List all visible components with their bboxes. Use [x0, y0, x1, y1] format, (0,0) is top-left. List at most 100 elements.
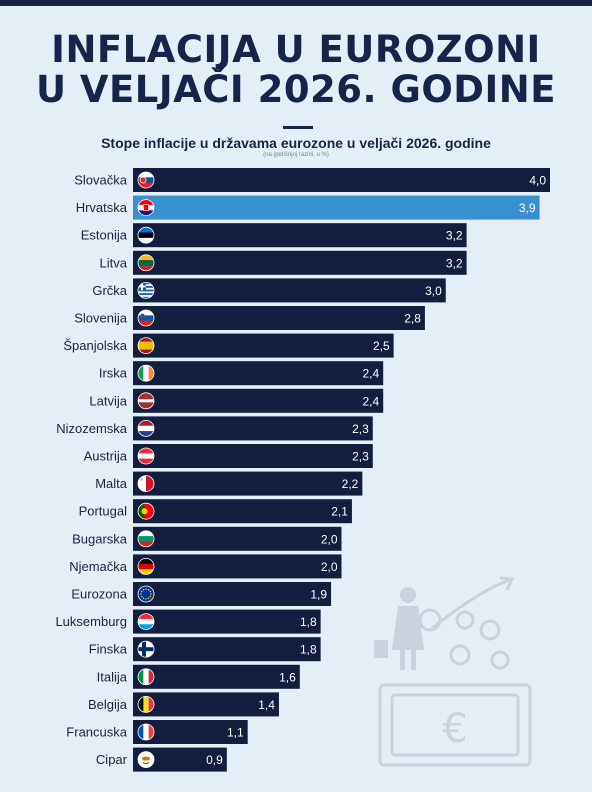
value-label: 2,2 — [342, 477, 359, 491]
bar — [133, 499, 352, 524]
category-label: Nizozemska — [56, 421, 128, 436]
bar-row: Španjolska 2,5 — [63, 333, 394, 358]
value-label: 2,5 — [373, 339, 390, 353]
bar — [133, 306, 425, 330]
luxembourg-flag-icon — [138, 613, 154, 630]
category-label: Njemačka — [69, 559, 128, 574]
category-label: Francuska — [66, 725, 127, 740]
category-label: Slovenija — [74, 311, 128, 326]
bar — [133, 582, 332, 606]
bar-row: Portugal 2,1 — [79, 499, 352, 524]
value-label: 3,0 — [425, 284, 442, 298]
value-label: 2,1 — [331, 505, 348, 519]
bar-row: Belgija 1,4 — [88, 692, 279, 717]
category-label: Portugal — [79, 504, 128, 519]
category-label: Bugarska — [72, 531, 128, 546]
bar-row: Hrvatska 3,9 — [76, 195, 540, 220]
bar-row: Grčka 3,0 — [92, 278, 446, 303]
category-label: Cipar — [96, 752, 128, 767]
bar-row: Eurozona 1,9 — [71, 582, 332, 606]
value-label: 4,0 — [529, 174, 546, 188]
bar — [133, 388, 384, 413]
belgium-flag-icon — [138, 696, 154, 713]
bar — [133, 278, 446, 303]
latvia-flag-icon — [138, 392, 154, 409]
france-flag-icon — [138, 724, 154, 740]
lithuania-flag-icon — [138, 254, 154, 271]
bar — [133, 416, 373, 441]
category-label: Italija — [97, 669, 128, 684]
category-label: Grčka — [92, 283, 127, 298]
value-label: 1,6 — [279, 670, 296, 684]
category-label: Španjolska — [63, 338, 127, 353]
value-label: 1,8 — [300, 643, 317, 657]
bar — [133, 195, 540, 220]
slovakia-flag-icon — [138, 172, 154, 188]
category-label: Luksemburg — [55, 614, 127, 629]
value-label: 1,1 — [227, 726, 244, 740]
value-label: 1,8 — [300, 615, 317, 629]
category-label: Estonija — [81, 228, 128, 243]
bar-row: Nizozemska 2,3 — [56, 416, 373, 441]
bar-row: Malta 2,2 — [95, 471, 363, 496]
value-label: 3,9 — [519, 201, 536, 215]
bar — [133, 168, 550, 192]
value-label: 2,8 — [404, 312, 421, 326]
chart-title: Stope inflacije u državama eurozone u ve… — [101, 135, 491, 151]
bar-row: Bugarska 2,0 — [72, 526, 342, 551]
title-line-2: U VELJAČI 2026. GODINE — [35, 68, 557, 111]
page-title: INFLACIJA U EUROZONI U VELJAČI 2026. GOD… — [0, 30, 592, 110]
spain-flag-icon — [138, 337, 154, 354]
bar-row: Luksemburg 1,8 — [55, 609, 321, 634]
bar — [133, 664, 300, 689]
bar-row: Slovenija 2,8 — [74, 306, 425, 330]
category-label: Finska — [89, 642, 128, 657]
croatia-flag-icon — [138, 199, 154, 216]
bar — [133, 554, 342, 579]
bar-row: Finska 1,8 — [89, 637, 321, 662]
bar — [133, 526, 342, 551]
netherlands-flag-icon — [138, 420, 154, 437]
greece-flag-icon — [138, 282, 154, 299]
value-label: 3,2 — [446, 229, 463, 243]
bar-row: Cipar 0,9 — [96, 747, 227, 772]
ireland-flag-icon — [138, 365, 154, 382]
value-label: 2,0 — [321, 532, 338, 546]
bar-row: Latvija 2,4 — [89, 388, 384, 413]
category-label: Eurozona — [71, 587, 127, 602]
category-label: Latvija — [89, 393, 127, 408]
bar — [133, 609, 321, 634]
bar-row: Italija 1,6 — [97, 664, 300, 689]
bar — [133, 361, 384, 386]
bar — [133, 692, 279, 717]
value-label: 2,3 — [352, 450, 369, 464]
value-label: 2,3 — [352, 422, 369, 436]
bar-row: Njemačka 2,0 — [69, 554, 342, 579]
value-label: 3,2 — [446, 256, 463, 270]
austria-flag-icon — [138, 448, 154, 464]
bar-row: Austrija 2,3 — [84, 444, 373, 468]
value-label: 1,4 — [258, 698, 275, 712]
bulgaria-flag-icon — [138, 530, 154, 547]
value-label: 2,4 — [363, 394, 380, 408]
category-label: Austrija — [84, 449, 128, 464]
value-label: 2,4 — [363, 367, 380, 381]
category-label: Belgija — [88, 697, 128, 712]
bar — [133, 637, 321, 662]
bar — [133, 223, 467, 248]
bar-row: Slovačka 4,0 — [74, 168, 550, 192]
category-label: Litva — [100, 255, 128, 270]
portugal-flag-icon — [138, 503, 154, 520]
slovenia-flag-icon — [138, 310, 154, 326]
bar — [133, 250, 467, 275]
bar — [133, 471, 363, 496]
estonia-flag-icon — [138, 227, 154, 244]
bar — [133, 333, 394, 358]
germany-flag-icon — [138, 558, 154, 575]
finland-flag-icon — [138, 641, 154, 658]
category-label: Irska — [99, 366, 128, 381]
cyprus-flag-icon — [138, 751, 154, 768]
bar — [133, 444, 373, 468]
top-strip — [0, 0, 592, 6]
